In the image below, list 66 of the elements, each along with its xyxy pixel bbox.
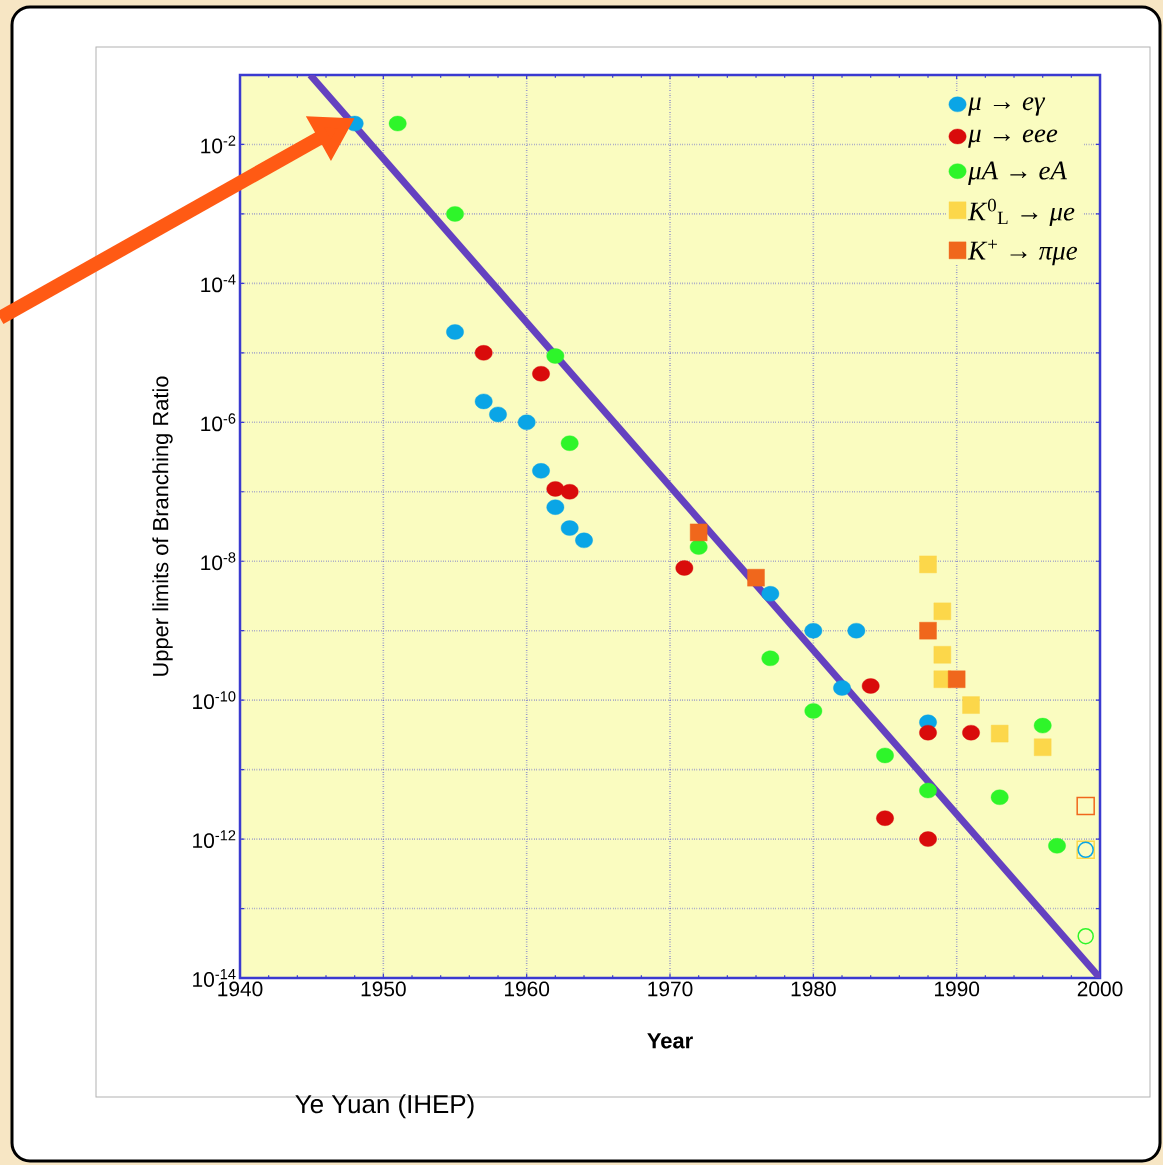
point	[689, 523, 708, 542]
point	[1033, 717, 1052, 734]
point	[804, 703, 823, 719]
point	[560, 520, 579, 536]
point	[1048, 838, 1066, 854]
point	[474, 345, 493, 361]
point	[1076, 796, 1095, 816]
point	[532, 366, 550, 382]
point	[546, 348, 565, 364]
legend-label: μA → eA	[968, 161, 1067, 186]
point	[947, 670, 966, 688]
point	[446, 206, 464, 222]
point	[560, 484, 579, 500]
x-tick-label: 1960	[505, 981, 550, 997]
point	[919, 782, 937, 799]
point	[933, 646, 952, 664]
point	[933, 602, 952, 621]
point	[876, 810, 894, 826]
point	[847, 623, 866, 639]
point	[546, 481, 565, 497]
point	[546, 499, 565, 515]
y-tick-label: 10$^{-10}$	[193, 691, 236, 710]
text: Ye Yuan (IHEP)	[295, 1094, 474, 1119]
point	[575, 532, 593, 549]
point	[560, 435, 579, 451]
point	[489, 406, 507, 423]
point	[833, 680, 851, 696]
point	[388, 115, 407, 132]
point	[517, 414, 536, 431]
point	[1033, 738, 1052, 756]
y-tick-label: 10$^{-6}$	[201, 413, 236, 432]
point	[861, 678, 880, 694]
point	[761, 586, 780, 602]
point	[446, 324, 464, 340]
legend-label: K$^{0}$$_{L}$ → μe	[967, 198, 1075, 227]
point	[919, 831, 937, 847]
point	[990, 789, 1009, 805]
y-tick-label: 10$^{-2}$	[201, 135, 236, 154]
point	[689, 539, 708, 555]
point	[675, 560, 694, 576]
point	[747, 568, 765, 587]
y-axis-title: Upper limits of Branching Ratio	[152, 376, 173, 676]
point	[876, 747, 894, 764]
point	[919, 622, 937, 640]
point	[761, 650, 780, 667]
legend-label: μ → eee	[968, 129, 1058, 148]
y-tick-label: 10$^{-8}$	[201, 552, 236, 571]
x-tick-label: 1990	[935, 981, 980, 997]
point	[532, 463, 550, 479]
point	[919, 555, 937, 574]
legend-label: μ → eγ	[968, 97, 1046, 116]
x-tick-label: 1950	[361, 981, 406, 997]
x-tick-label: 1970	[648, 981, 693, 997]
point	[804, 623, 823, 639]
x-tick-label: 2000	[1077, 981, 1123, 997]
y-tick-label: 10$^{-12}$	[193, 830, 236, 849]
x-axis-title: Year	[647, 1033, 693, 1049]
point	[919, 725, 937, 741]
legend-label: K$^{+}$ → πμe	[967, 239, 1078, 266]
point	[1077, 927, 1094, 945]
point	[474, 393, 493, 410]
x-tick-label: 1980	[791, 981, 836, 997]
point	[962, 696, 980, 714]
point	[990, 724, 1009, 743]
point	[962, 725, 980, 741]
y-tick-label: 10$^{-4}$	[201, 274, 236, 293]
